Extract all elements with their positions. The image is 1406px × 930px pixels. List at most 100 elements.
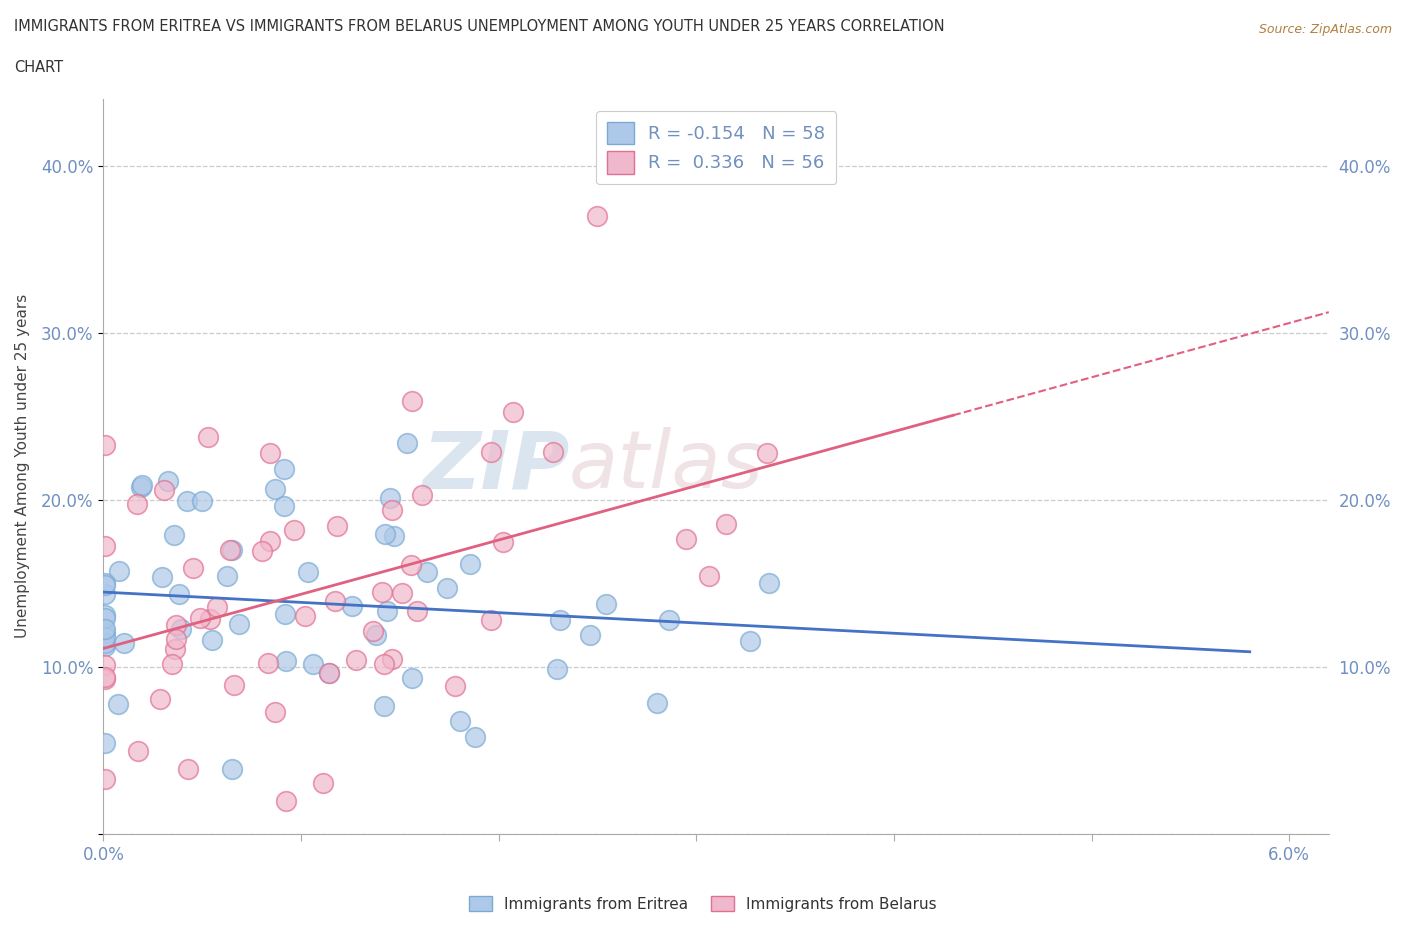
Point (411, 488, 433, 503)
Point (125, 497, 148, 512)
Point (131, 477, 153, 492)
Point (318, 665, 340, 680)
Point (188, 610, 211, 625)
Point (256, 656, 278, 671)
Point (94, 576, 117, 591)
Point (127, 743, 149, 758)
Point (221, 762, 243, 777)
Point (153, 483, 176, 498)
Point (163, 641, 186, 656)
Point (273, 462, 295, 477)
Point (373, 657, 395, 671)
Point (274, 793, 297, 808)
Point (373, 698, 395, 713)
Point (108, 564, 131, 578)
Point (406, 604, 429, 618)
Point (449, 713, 471, 728)
Point (94, 658, 117, 672)
Point (647, 696, 669, 711)
Point (458, 556, 481, 571)
Point (94, 538, 117, 553)
Point (274, 607, 297, 622)
Point (112, 635, 135, 650)
Point (163, 527, 186, 542)
Point (167, 586, 190, 601)
Point (94, 772, 117, 787)
Point (374, 526, 396, 541)
Point (755, 445, 778, 460)
Point (221, 543, 243, 558)
Point (283, 523, 305, 538)
Point (302, 657, 325, 671)
Point (94, 638, 117, 653)
Point (714, 517, 737, 532)
Point (382, 529, 405, 544)
Point (578, 628, 600, 643)
Point (326, 518, 349, 533)
Point (94, 671, 117, 686)
Point (94, 587, 117, 602)
Point (197, 430, 219, 445)
Point (479, 612, 502, 627)
Point (165, 618, 187, 632)
Point (396, 435, 419, 450)
Point (165, 631, 187, 646)
Point (259, 534, 281, 549)
Point (94, 607, 117, 622)
Point (94, 610, 117, 625)
Point (323, 594, 346, 609)
Point (738, 633, 761, 648)
Point (94, 578, 117, 592)
Y-axis label: Unemployment Among Youth under 25 years: Unemployment Among Youth under 25 years (15, 294, 30, 639)
Point (312, 775, 335, 790)
Point (758, 576, 780, 591)
Point (94, 437, 117, 452)
Point (176, 762, 198, 777)
Text: IMMIGRANTS FROM ERITREA VS IMMIGRANTS FROM BELARUS UNEMPLOYMENT AMONG YOUTH UNDE: IMMIGRANTS FROM ERITREA VS IMMIGRANTS FR… (14, 19, 945, 33)
Point (94, 630, 117, 644)
Point (381, 651, 404, 666)
Point (170, 621, 193, 636)
Point (492, 535, 515, 550)
Point (541, 445, 564, 459)
Point (150, 570, 173, 585)
Point (361, 624, 384, 639)
Text: atlas: atlas (569, 428, 763, 505)
Point (375, 604, 398, 618)
Point (205, 600, 228, 615)
Point (160, 657, 183, 671)
Point (107, 697, 129, 711)
Point (273, 498, 295, 513)
Point (264, 482, 287, 497)
Point (586, 208, 609, 223)
Point (401, 393, 423, 408)
Point (675, 532, 697, 547)
Point (201, 632, 224, 647)
Point (156, 473, 179, 488)
Point (276, 653, 298, 668)
Point (264, 705, 287, 720)
Point (176, 494, 198, 509)
Point (371, 584, 394, 599)
Point (364, 628, 387, 643)
Point (297, 565, 319, 579)
Point (228, 617, 250, 631)
Point (94, 622, 117, 637)
Point (149, 691, 172, 706)
Text: ZIP: ZIP (422, 428, 569, 505)
Legend: Immigrants from Eritrea, Immigrants from Belarus: Immigrants from Eritrea, Immigrants from… (463, 889, 943, 918)
Text: CHART: CHART (14, 60, 63, 75)
Point (215, 568, 238, 583)
Point (658, 612, 681, 627)
Point (219, 543, 242, 558)
Point (436, 580, 458, 595)
Text: Source: ZipAtlas.com: Source: ZipAtlas.com (1258, 23, 1392, 36)
Legend: R = -0.154   N = 58, R =  0.336   N = 56: R = -0.154 N = 58, R = 0.336 N = 56 (596, 112, 837, 184)
Point (94, 635, 117, 650)
Point (391, 586, 413, 601)
Point (697, 568, 720, 583)
Point (340, 598, 363, 613)
Point (222, 678, 245, 693)
Point (294, 608, 316, 623)
Point (401, 671, 423, 685)
